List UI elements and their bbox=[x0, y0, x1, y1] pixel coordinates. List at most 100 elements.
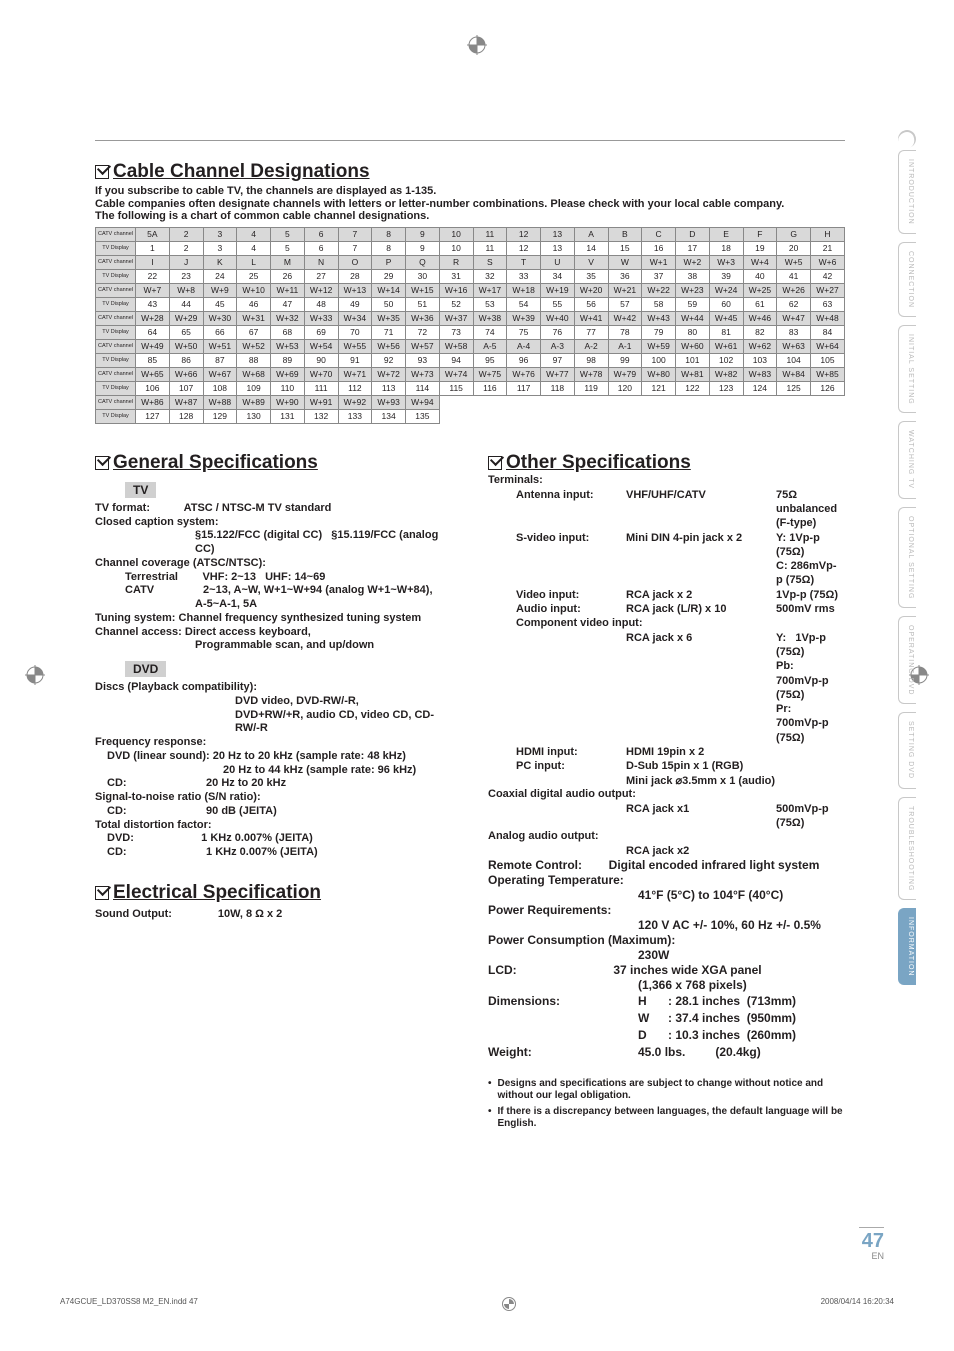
spec-key: DVD (linear sound): bbox=[107, 750, 210, 762]
table-cell: 78 bbox=[608, 325, 642, 339]
table-cell: 33 bbox=[507, 269, 541, 283]
table-cell: 71 bbox=[372, 325, 406, 339]
footer-register-icon bbox=[502, 1297, 516, 1311]
row-label: TV Display bbox=[96, 325, 136, 339]
spec-key: Remote Control: bbox=[488, 858, 582, 872]
table-cell: 89 bbox=[271, 353, 305, 367]
intro-line: The following is a chart of common cable… bbox=[95, 210, 845, 223]
table-cell: 7 bbox=[338, 227, 372, 241]
general-title: General Specifications bbox=[95, 452, 452, 474]
spec-val: 500mVp-p (75Ω) bbox=[776, 802, 845, 831]
table-cell: 130 bbox=[237, 409, 271, 423]
table-cell: 27 bbox=[304, 269, 338, 283]
spec-key: Antenna input: bbox=[516, 488, 626, 531]
spec-key: DVD: bbox=[107, 832, 134, 844]
table-cell: 4 bbox=[237, 241, 271, 255]
row-label: TV Display bbox=[96, 297, 136, 311]
spec-val: Digital encoded infrared light system bbox=[609, 858, 820, 872]
table-cell: W+54 bbox=[304, 339, 338, 353]
table-cell: W+93 bbox=[372, 395, 406, 409]
table-cell: 39 bbox=[709, 269, 743, 283]
spec-key: CATV bbox=[125, 584, 154, 596]
spec-key: Coaxial digital audio output: bbox=[488, 788, 845, 802]
table-cell: 67 bbox=[237, 325, 271, 339]
table-cell: 49 bbox=[338, 297, 372, 311]
table-cell: W+16 bbox=[439, 283, 473, 297]
table-cell: 121 bbox=[642, 381, 676, 395]
spec-val: VHF/UHF/CATV bbox=[626, 488, 776, 531]
spec-val: W bbox=[638, 1010, 668, 1027]
spec-key: CD: bbox=[107, 805, 127, 817]
table-cell: P bbox=[372, 255, 406, 269]
table-cell bbox=[709, 409, 743, 423]
table-cell bbox=[608, 395, 642, 409]
spec-val: DVD video, DVD-RW/-R, bbox=[95, 695, 452, 709]
table-cell: 109 bbox=[237, 381, 271, 395]
table-cell: 5 bbox=[271, 227, 305, 241]
table-cell: 133 bbox=[338, 409, 372, 423]
table-cell: W+34 bbox=[338, 311, 372, 325]
table-cell bbox=[676, 395, 710, 409]
table-cell: 1 bbox=[136, 241, 170, 255]
table-cell: 82 bbox=[743, 325, 777, 339]
table-cell: W+10 bbox=[237, 283, 271, 297]
table-cell: W+44 bbox=[676, 311, 710, 325]
table-cell: C bbox=[642, 227, 676, 241]
table-cell: 118 bbox=[541, 381, 575, 395]
corner-decoration bbox=[895, 127, 918, 150]
register-mark-left bbox=[25, 665, 45, 685]
spec-key: Tuning system: bbox=[95, 612, 175, 624]
row-label: CATV channel bbox=[96, 283, 136, 297]
table-cell: 86 bbox=[169, 353, 203, 367]
spec-val: 2~13, A~W, W+1~W+94 (analog W+1~W+84), bbox=[203, 584, 432, 596]
table-cell: W+57 bbox=[406, 339, 440, 353]
table-cell: 107 bbox=[169, 381, 203, 395]
spec-val: Direct access keyboard, bbox=[182, 626, 311, 638]
table-cell: 104 bbox=[777, 353, 811, 367]
table-cell bbox=[743, 395, 777, 409]
table-cell: 79 bbox=[642, 325, 676, 339]
table-cell: 110 bbox=[271, 381, 305, 395]
table-cell: 119 bbox=[574, 381, 608, 395]
table-cell: W+72 bbox=[372, 367, 406, 381]
table-cell: W+92 bbox=[338, 395, 372, 409]
table-cell: G bbox=[777, 227, 811, 241]
cable-title: Cable Channel Designations bbox=[95, 161, 845, 183]
table-cell: W+27 bbox=[811, 283, 845, 297]
table-cell: F bbox=[743, 227, 777, 241]
table-cell: 6 bbox=[304, 227, 338, 241]
table-cell: 85 bbox=[136, 353, 170, 367]
table-cell: 56 bbox=[574, 297, 608, 311]
table-cell: W+41 bbox=[574, 311, 608, 325]
spec-key: Channel access: bbox=[95, 626, 182, 638]
table-cell: W+70 bbox=[304, 367, 338, 381]
table-cell: 13 bbox=[541, 241, 575, 255]
table-cell: V bbox=[574, 255, 608, 269]
table-cell: W+80 bbox=[642, 367, 676, 381]
spec-val: HDMI 19pin x 2 bbox=[626, 745, 845, 759]
table-cell: A bbox=[574, 227, 608, 241]
table-cell: 57 bbox=[608, 297, 642, 311]
table-cell: W+32 bbox=[271, 311, 305, 325]
table-cell bbox=[507, 409, 541, 423]
spec-val: C: 286mVp-p (75Ω) bbox=[776, 559, 845, 588]
spec-val: 90 dB (JEITA) bbox=[206, 805, 277, 817]
table-cell: 4 bbox=[237, 227, 271, 241]
catv-table: CATV channel5A2345678910111213ABCDEFGHTV… bbox=[95, 227, 845, 424]
table-cell: W+76 bbox=[507, 367, 541, 381]
table-cell: W+66 bbox=[169, 367, 203, 381]
table-cell: W+94 bbox=[406, 395, 440, 409]
table-cell: 87 bbox=[203, 353, 237, 367]
table-cell: W+40 bbox=[541, 311, 575, 325]
table-cell: O bbox=[338, 255, 372, 269]
table-cell: 88 bbox=[237, 353, 271, 367]
spec-key: Video input: bbox=[516, 588, 626, 602]
spec-val: 10W, 8 Ω x 2 bbox=[218, 908, 282, 920]
table-cell bbox=[811, 395, 845, 409]
table-cell: 120 bbox=[608, 381, 642, 395]
table-cell: W+89 bbox=[237, 395, 271, 409]
table-cell: L bbox=[237, 255, 271, 269]
table-cell: W+90 bbox=[271, 395, 305, 409]
footer-right: 2008/04/14 16:20:34 bbox=[821, 1297, 894, 1311]
table-cell: W+11 bbox=[271, 283, 305, 297]
